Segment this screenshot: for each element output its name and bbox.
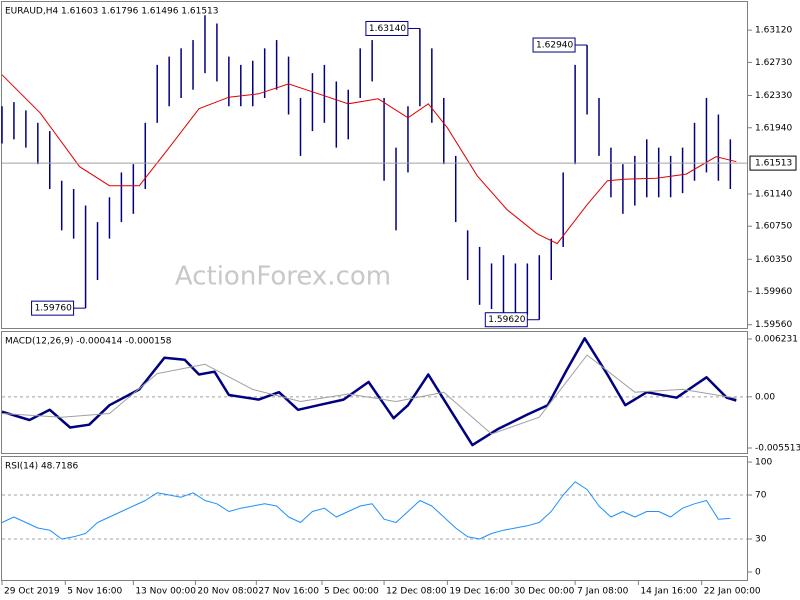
y-tick-label: 1.62330 — [755, 91, 792, 101]
panel-frame — [1, 1, 748, 329]
y-tick-label: 1.59560 — [755, 320, 792, 330]
last-price-box — [749, 155, 797, 171]
annotation-box — [484, 312, 528, 328]
watermark: ActionForex.com — [175, 262, 391, 292]
x-tick-label: 7 Jan 08:00 — [577, 587, 629, 597]
y-tick-label: 70 — [755, 491, 767, 501]
y-tick-label: 100 — [755, 458, 772, 468]
y-tick-label: 1.62730 — [755, 58, 792, 68]
annotation-box — [31, 300, 75, 316]
y-tick-label: 0.00 — [755, 392, 775, 402]
annotation-label: 1.59620 — [488, 315, 525, 325]
x-tick-label: 20 Nov 08:00 — [197, 587, 258, 597]
x-tick-label: 19 Dec 16:00 — [449, 587, 510, 597]
annotation-label: 1.62940 — [536, 41, 573, 51]
indicator-line — [1, 337, 737, 447]
x-tick-label: 22 Jan 00:00 — [704, 587, 761, 597]
moving-average — [1, 74, 737, 245]
y-tick-label: 1.60350 — [755, 255, 792, 265]
annotation-box — [365, 20, 409, 36]
y-tick-label: 0 — [755, 567, 761, 577]
annotation-label: 1.63140 — [369, 24, 406, 34]
y-tick-label: 1.61140 — [755, 189, 792, 199]
panel-title: MACD(12,26,9) -0.000414 -0.000158 — [5, 337, 172, 347]
panel-frame — [1, 456, 748, 581]
x-tick-label: 29 Oct 2019 — [4, 587, 60, 597]
x-tick-label: 5 Nov 16:00 — [67, 587, 122, 597]
annotation-box — [532, 37, 576, 53]
panel-title: RSI(14) 48.7186 — [5, 462, 78, 472]
y-tick-label: 1.61940 — [755, 123, 792, 133]
x-tick-label: 27 Nov 16:00 — [258, 587, 319, 597]
x-tick-label: 30 Dec 00:00 — [514, 587, 575, 597]
y-tick-label: 1.63120 — [755, 26, 792, 36]
indicator-line — [1, 354, 737, 435]
indicator-line — [1, 481, 731, 540]
panel-frame — [1, 331, 748, 454]
y-tick-label: -0.005513 — [755, 444, 800, 454]
panel-title: EURAUD,H4 1.61603 1.61796 1.61496 1.6151… — [5, 7, 219, 17]
last-price-label: 1.61513 — [755, 159, 792, 169]
x-tick-label: 5 Dec 00:00 — [324, 587, 379, 597]
x-tick-label: 14 Jan 16:00 — [640, 587, 697, 597]
y-tick-label: 0.006231 — [755, 334, 798, 344]
annotation-label: 1.59760 — [35, 304, 72, 314]
y-tick-label: 1.59960 — [755, 287, 792, 297]
y-tick-label: 30 — [755, 535, 767, 545]
x-tick-label: 13 Nov 00:00 — [135, 587, 196, 597]
x-tick-label: 12 Dec 08:00 — [386, 587, 447, 597]
y-tick-label: 1.60750 — [755, 222, 792, 232]
